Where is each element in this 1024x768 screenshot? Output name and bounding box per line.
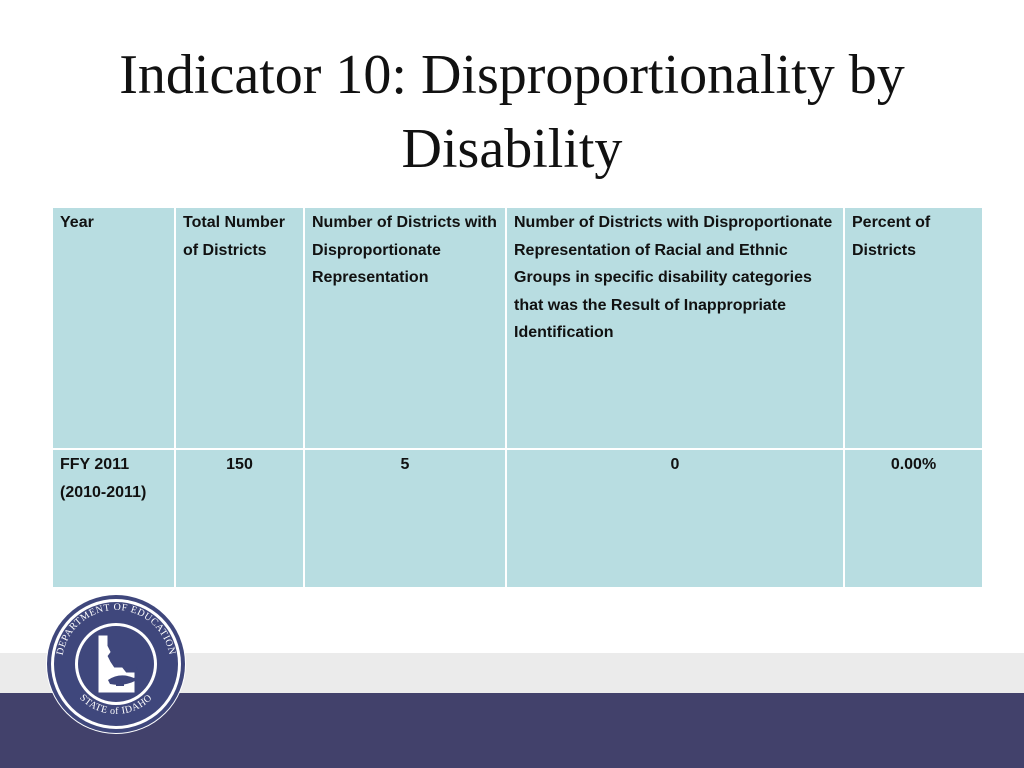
header-disproportionate-districts: Number of Districts with Disproportionat… [303,206,507,450]
cell-year-line1: FFY 2011 [60,456,130,473]
table-header-row: Year Total Number of Districts Number of… [51,206,984,450]
cell-year-line2: (2010-2011) [60,483,147,501]
slide-title-line1: Indicator 10: Disproportionality by [119,44,905,106]
cell-total: 150 [174,448,305,589]
cell-percent: 0.00% [843,448,984,589]
header-percent: Percent of Districts [843,206,984,450]
idaho-education-seal-icon: DEPARTMENT OF EDUCATION STATE of IDAHO [46,594,186,734]
lamp-icon [108,675,137,685]
header-inappropriate-identification: Number of Districts with Disproportionat… [505,206,845,450]
cell-year: FFY 2011 (2010-2011) [51,448,176,589]
table-row: FFY 2011 (2010-2011) 150 5 0 0.00% [51,448,984,589]
header-total-districts: Total Number of Districts [174,206,305,450]
cell-inappropriate: 0 [505,448,845,589]
cell-disproportionate: 5 [303,448,507,589]
slide-title-line2: Disability [401,118,623,180]
slide-title: Indicator 10: Disproportionality by Disa… [0,38,1024,186]
header-year: Year [51,206,176,450]
indicator-table: Year Total Number of Districts Number of… [51,206,984,589]
